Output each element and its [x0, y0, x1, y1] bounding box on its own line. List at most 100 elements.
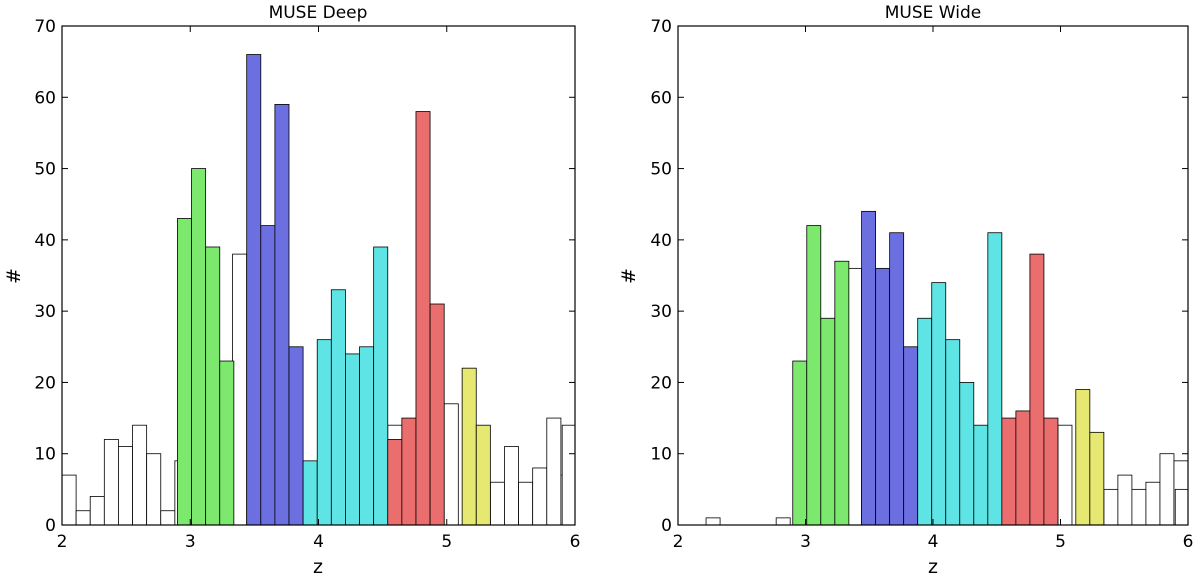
bar-cyan-z3.88: [917, 317, 933, 526]
bar-green-z3.12: [205, 246, 221, 526]
bar-blue-z3.44: [861, 210, 877, 526]
bar-none-z5.34: [489, 481, 505, 526]
panel-muse-deep: MUSE Deep 0 10 20 30 40 50 60 70 2 3 4 5 6 z #: [3, 3, 580, 578]
bar-none-z5.67: [532, 467, 548, 526]
bar-none-z2.22: [705, 517, 721, 526]
bar-red-z4.87: [1043, 417, 1059, 526]
x-axis-label: z: [928, 556, 938, 578]
bar-green-z2.90: [792, 360, 808, 526]
bar-cyan-z4.43: [373, 246, 389, 526]
bar-blue-z3.55: [875, 267, 891, 526]
bar-cyan-z4.43: [987, 232, 1003, 526]
bar-none-z3.33: [847, 267, 863, 526]
y-tick-label: 10: [34, 445, 56, 465]
bar-none-z5.90: [1174, 488, 1189, 526]
bar-none-z5.45: [1117, 474, 1133, 526]
bar-blue-z3.66: [274, 104, 290, 526]
bar-green-z3.12: [820, 317, 836, 526]
y-axis-label: #: [618, 268, 640, 284]
y-tick-label: 50: [34, 160, 56, 180]
bar-red-z4.54: [1001, 417, 1017, 526]
bar-none-z2.00: [61, 474, 77, 526]
bar-red-z4.76: [1029, 253, 1045, 526]
y-tick-label: 0: [45, 516, 56, 536]
x-tick-label: 2: [57, 532, 68, 552]
panel-muse-wide: MUSE Wide 0 10 20 30 40 50 60 70 2 3 4 5 6 z #: [618, 3, 1193, 578]
bar-yellow-z5.12: [1075, 389, 1091, 526]
y-tick-label: 40: [34, 231, 56, 251]
bar-none-z5.67: [1145, 481, 1161, 526]
bar-green-z3.01: [806, 225, 822, 526]
ticks-group: 0 10 20 30 40 50 60 70 2 3 4 5 6: [650, 17, 1193, 552]
bar-yellow-z5.12: [461, 367, 477, 526]
bar-yellow-z5.23: [1089, 431, 1105, 526]
y-axis-label: #: [3, 268, 25, 284]
bar-cyan-z4.21: [959, 382, 975, 526]
bar-green-z3.23: [834, 260, 850, 526]
bar-none-z2.33: [103, 439, 119, 526]
bar-red-z4.65: [1015, 410, 1031, 526]
bars-group: [61, 54, 576, 526]
x-tick-label: 2: [673, 532, 684, 552]
y-tick-label: 60: [650, 88, 672, 108]
panel-title: MUSE Wide: [885, 3, 981, 23]
bar-none-z2.55: [132, 424, 148, 526]
bar-none-z2.11: [75, 510, 91, 526]
ticks-group: 0 10 20 30 40 50 60 70 2 3 4 5 6: [34, 17, 580, 552]
bar-none-z5.90: [561, 424, 576, 526]
bar-cyan-z3.88: [302, 460, 318, 526]
bar-blue-z3.55: [260, 225, 276, 526]
x-tick-label: 4: [928, 532, 939, 552]
bar-blue-z3.77: [288, 346, 304, 526]
bar-yellow-z5.23: [475, 424, 491, 526]
x-tick-label: 6: [570, 532, 581, 552]
bar-none-z3.33: [232, 253, 248, 526]
bar-none-z5.56: [1131, 488, 1147, 526]
bar-cyan-z4.32: [973, 424, 989, 526]
bar-red-z4.87: [429, 303, 445, 526]
x-tick-label: 3: [800, 532, 811, 552]
bar-none-z5.45: [504, 446, 519, 526]
y-tick-label: 50: [650, 160, 672, 180]
bar-blue-z3.66: [889, 232, 905, 526]
bar-none-z5.56: [518, 481, 534, 526]
bar-red-z4.76: [415, 111, 431, 526]
bar-cyan-z4.21: [345, 353, 360, 526]
bar-cyan-z4.10: [945, 339, 961, 526]
bar-green-z2.90: [177, 218, 192, 526]
bar-none-z4.98: [443, 403, 459, 526]
y-tick-label: 10: [650, 445, 672, 465]
bar-red-z4.65: [401, 417, 417, 526]
x-tick-label: 5: [1055, 532, 1066, 552]
bar-cyan-z4.32: [359, 346, 375, 526]
bar-none-z2.77: [160, 510, 176, 526]
bar-cyan-z3.99: [931, 282, 947, 526]
bar-blue-z3.44: [246, 54, 262, 526]
y-tick-label: 30: [650, 302, 672, 322]
y-tick-label: 70: [650, 17, 672, 37]
bar-none-z5.34: [1103, 488, 1119, 526]
y-tick-label: 70: [34, 17, 56, 37]
x-tick-label: 6: [1183, 532, 1194, 552]
bar-none-z4.98: [1057, 424, 1073, 526]
bar-blue-z3.77: [903, 346, 919, 526]
y-tick-label: 0: [661, 516, 672, 536]
bar-none-z2.44: [118, 446, 133, 526]
bar-green-z3.23: [219, 360, 235, 526]
y-tick-label: 60: [34, 88, 56, 108]
x-tick-label: 3: [185, 532, 196, 552]
y-tick-label: 20: [650, 373, 672, 393]
bar-red-z4.54: [387, 439, 403, 526]
x-axis-label: z: [313, 556, 323, 578]
bar-none-z2.22: [89, 496, 105, 526]
bar-none-z2.77: [775, 517, 791, 526]
bar-none-z5.78: [546, 417, 562, 526]
panel-title: MUSE Deep: [269, 3, 368, 23]
y-tick-label: 40: [650, 231, 672, 251]
bar-cyan-z3.99: [316, 339, 332, 526]
x-tick-label: 5: [441, 532, 452, 552]
bar-green-z3.01: [191, 168, 207, 526]
y-tick-label: 30: [34, 302, 56, 322]
bar-cyan-z4.10: [330, 289, 346, 526]
